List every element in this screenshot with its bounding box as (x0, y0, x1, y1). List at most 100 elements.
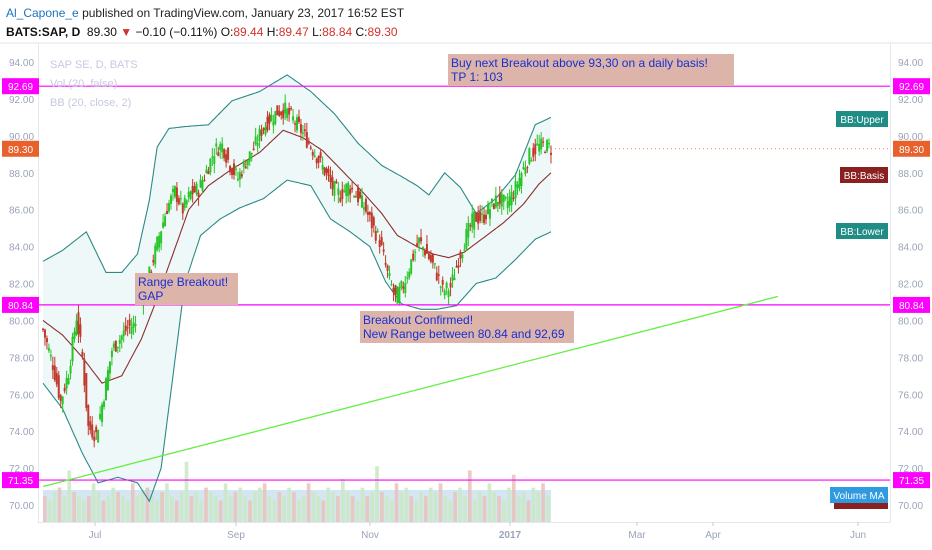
annotations[interactable]: Buy next Breakout above 93,30 on a daily… (135, 54, 734, 343)
annotation-text: Range Breakout! (138, 275, 228, 289)
volume-bar (531, 487, 536, 522)
x-tick-label: Nov (361, 530, 379, 541)
volume-bar (209, 491, 213, 522)
candle-body (372, 217, 375, 226)
price-change: −0.10 (−0.11%) (135, 25, 218, 39)
candle-body (384, 262, 387, 265)
volume-bar (326, 487, 330, 522)
candle-body (406, 277, 409, 279)
volume-bar (448, 500, 453, 522)
volume-bar (463, 496, 467, 522)
candle-body (238, 172, 241, 180)
candle-body (217, 152, 220, 156)
trendline[interactable] (42, 295, 779, 488)
candle-body (333, 181, 336, 196)
candle-body (532, 147, 535, 157)
y-tick-label-left: 76.00 (9, 390, 34, 401)
candle-body (207, 171, 210, 175)
candle-body (274, 111, 277, 124)
candle-body (467, 222, 470, 238)
low-label: L: (312, 25, 323, 39)
y-tick-label-left: 92.00 (9, 95, 34, 106)
volume-bar (345, 491, 350, 522)
volume-bar (174, 500, 179, 522)
annotation-text: TP 1: 103 (451, 70, 503, 84)
candle-body (412, 253, 415, 261)
candle-body (272, 121, 275, 126)
x-tick-label: Apr (705, 530, 721, 541)
volume-bar (428, 487, 433, 522)
candle-body (231, 168, 234, 176)
candle-body (246, 160, 249, 166)
y-tick-label-right: 82.00 (898, 280, 923, 291)
close-value: 89.30 (367, 25, 398, 39)
candle-body (546, 139, 549, 152)
annotation-box (135, 273, 238, 305)
candle-body (388, 273, 391, 276)
candle-body (370, 212, 373, 229)
candle-body (264, 126, 267, 135)
candle-body (418, 237, 421, 244)
last-price-tag-left-bg (2, 140, 39, 157)
candle-body (382, 249, 385, 252)
candle-body (380, 237, 383, 245)
candle-body (297, 116, 300, 123)
candle-body (164, 216, 167, 227)
time-axis[interactable]: Jul Sep Nov 2017 Mar Apr Jun (89, 522, 866, 541)
price-axis[interactable]: 94.00 94.00 92.00 92.00 90.00 90.00 88.00 88.00… (9, 58, 923, 512)
candle-body (461, 254, 464, 259)
candle-body (59, 395, 62, 401)
candle-body (95, 426, 98, 433)
volume-bar (375, 466, 379, 522)
candle-body (234, 168, 237, 170)
candle-body (75, 320, 78, 335)
volume-bar (292, 491, 296, 522)
candle-body (91, 424, 94, 438)
candle-body (108, 361, 111, 374)
candle-body (394, 285, 397, 295)
volume-bar (52, 491, 57, 522)
candle-body (205, 169, 208, 173)
y-tick-label-left: 84.00 (9, 243, 34, 254)
volume-bar (267, 496, 272, 522)
volume-bar (277, 491, 282, 522)
candle-body (193, 186, 196, 193)
indicator-tag-volume: Volume MA (833, 491, 884, 502)
volume-bar (438, 483, 443, 522)
level-tag-left: 80.84 (8, 301, 33, 312)
author-name[interactable]: Al_Capone_e (6, 6, 79, 20)
volume-bar (458, 487, 462, 522)
last-price-tag-left: 89.30 (8, 145, 33, 156)
candle-body (45, 338, 48, 343)
annotation-text: Breakout Confirmed! (363, 313, 473, 327)
candle-body (360, 195, 363, 208)
candle-body (286, 108, 289, 119)
y-tick-label-left: 86.00 (9, 206, 34, 217)
candle-body (175, 187, 178, 202)
candle-body (538, 143, 541, 152)
candle-body (120, 335, 123, 341)
candle-body (496, 201, 499, 206)
candle-body (319, 152, 322, 158)
candle-body (362, 207, 365, 210)
volume-bar (238, 487, 243, 522)
x-tick-label: Jun (850, 530, 866, 541)
volume-bar (77, 496, 81, 522)
candle-body (498, 193, 501, 204)
candle-body (441, 279, 444, 285)
candle-body (463, 249, 466, 251)
candle-body (439, 286, 442, 288)
volume-bar (248, 500, 252, 522)
candle-body (43, 329, 46, 338)
candle-body (398, 286, 401, 303)
candle-body (211, 156, 214, 158)
candle-body (402, 286, 405, 289)
candle-body (284, 102, 287, 114)
volume-bar (409, 496, 414, 522)
candle-body (106, 370, 109, 391)
volume-bar (301, 496, 306, 522)
volume-bar (287, 487, 291, 522)
volume-bar (467, 470, 472, 522)
volume-bar (433, 491, 438, 522)
